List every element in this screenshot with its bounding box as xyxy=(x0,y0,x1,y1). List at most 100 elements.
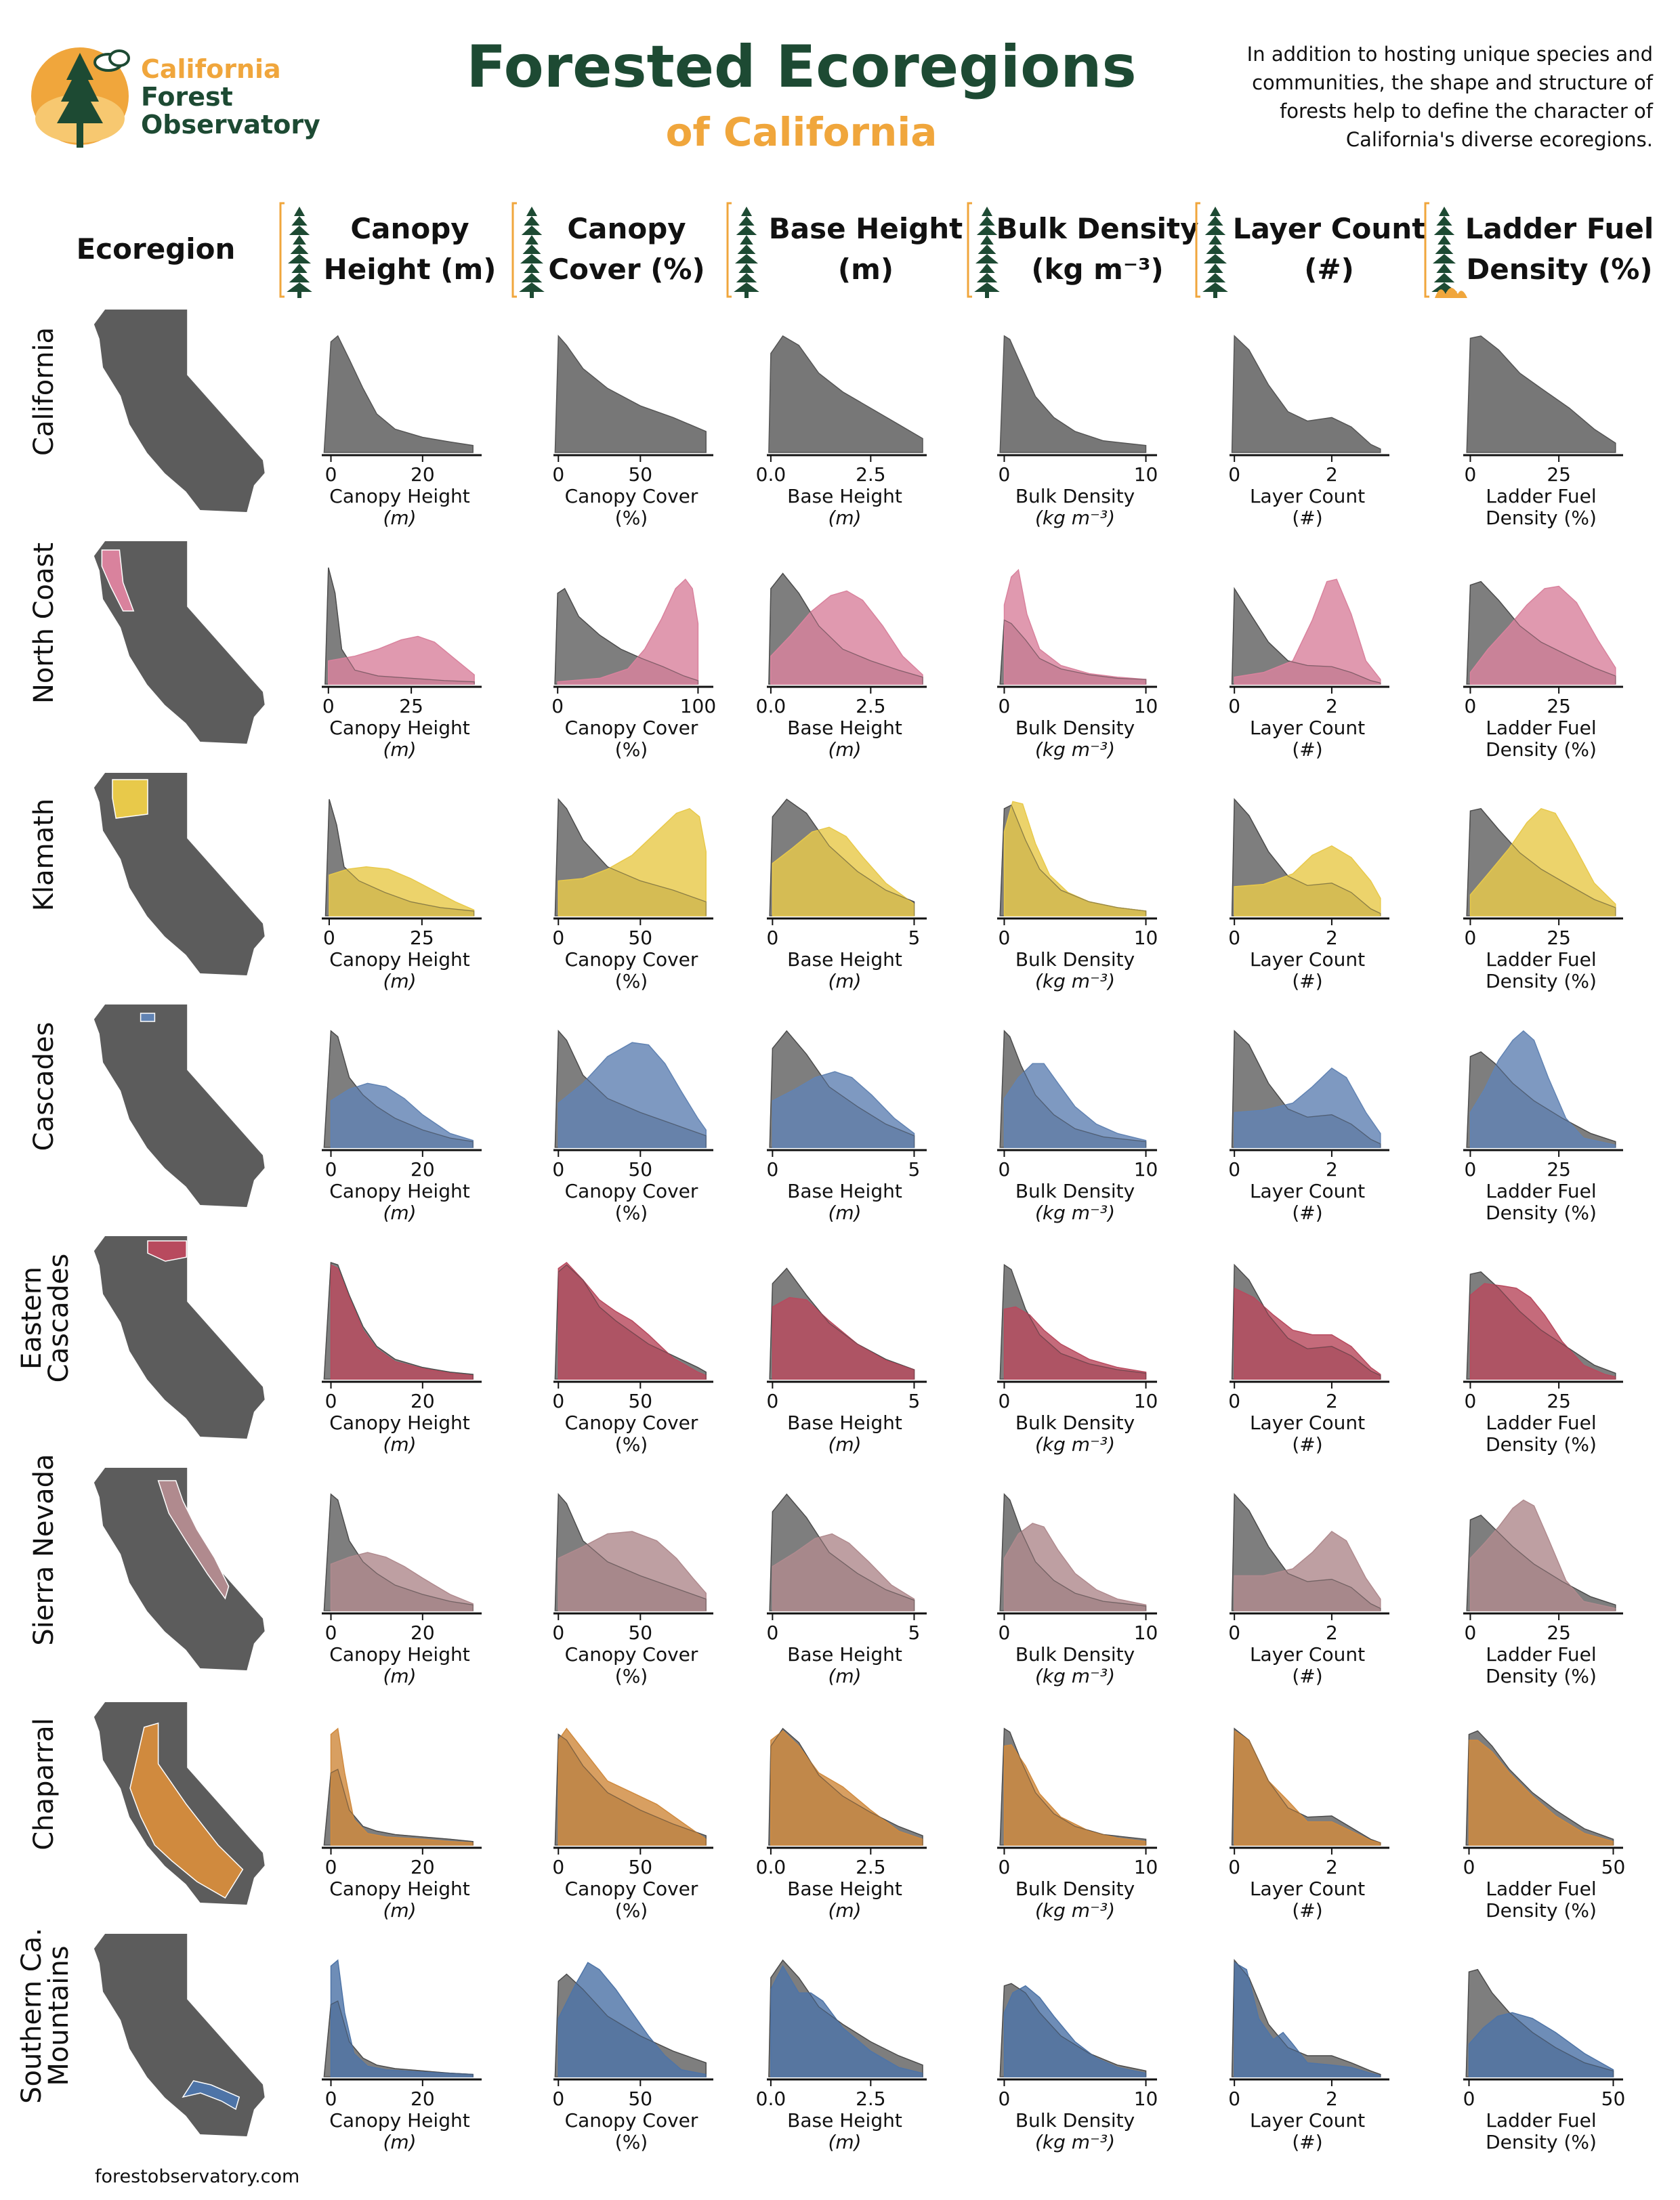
x-axis-label: Canopy Cover xyxy=(565,1180,698,1202)
x-tick-label: 0 xyxy=(999,1856,1011,1878)
column-headers: Ecoregion Canopy Height (m) Canopy Cover (%… xyxy=(77,202,1654,298)
x-axis-label: Canopy Cover xyxy=(565,485,698,507)
page-title: Forested Ecoregions xyxy=(466,33,1136,101)
x-axis-unit: (%) xyxy=(615,2131,648,2153)
ecoregion-density-area xyxy=(772,1296,915,1380)
x-tick-label: 0 xyxy=(325,1856,337,1878)
density-panel: 0 5 Base Height(m) xyxy=(766,1030,927,1224)
x-tick-label: 0 xyxy=(1228,1158,1240,1181)
x-tick-label: 25 xyxy=(1547,1158,1571,1181)
intro-line: communities, the shape and structure of xyxy=(1252,71,1654,94)
x-axis-label: Bulk Density xyxy=(1015,1412,1135,1434)
x-axis-label: Canopy Cover xyxy=(565,948,698,971)
x-tick-label: 0.0 xyxy=(756,1856,786,1878)
statewide-density-outline xyxy=(1466,1051,1616,1148)
x-axis-unit: Density (%) xyxy=(1486,1202,1597,1224)
x-tick-label: 0 xyxy=(1228,1622,1240,1644)
statewide-density-outline xyxy=(1466,1515,1616,1611)
metric-header-6: Ladder Fuel Density (%) xyxy=(1424,202,1654,298)
x-axis-unit: Density (%) xyxy=(1486,970,1597,992)
x-axis-unit: (m) xyxy=(828,970,861,992)
california-outline-icon xyxy=(93,1236,265,1439)
statewide-density-outline xyxy=(1466,808,1616,916)
x-axis-label: Bulk Density xyxy=(1015,1180,1135,1202)
x-axis-label: Canopy Cover xyxy=(565,2109,698,2132)
ecoregion-density-area xyxy=(558,1042,707,1148)
brand-line-3: Observatory xyxy=(141,110,320,140)
tall-tree-density-icon xyxy=(967,202,1000,298)
x-tick-label: 5 xyxy=(908,927,921,949)
x-tick-label: 0 xyxy=(1228,2088,1240,2110)
statewide-density-outline xyxy=(999,619,1147,685)
x-axis-label: Canopy Height xyxy=(329,1878,469,1900)
x-axis-unit: (kg m⁻³) xyxy=(1035,1899,1115,1922)
x-axis-label: Canopy Height xyxy=(329,1643,469,1666)
x-axis-unit: (kg m⁻³) xyxy=(1035,1202,1115,1224)
statewide-density-outline xyxy=(768,572,923,685)
x-tick-label: 0 xyxy=(999,1390,1011,1412)
metric-header-line-2: (#) xyxy=(1304,253,1354,286)
x-tick-label: 50 xyxy=(1601,2088,1626,2110)
x-axis-label: Base Height xyxy=(787,485,902,507)
intro-line: California's diverse ecoregions. xyxy=(1346,128,1653,151)
x-axis-label: Layer Count xyxy=(1250,485,1365,507)
ecoregion-density-area xyxy=(1003,1985,1147,2077)
x-tick-label: 0 xyxy=(325,1390,337,1412)
x-axis-label: Layer Count xyxy=(1250,1643,1365,1666)
x-axis-label: Canopy Height xyxy=(329,717,469,739)
x-tick-label: 0 xyxy=(323,927,335,949)
ecoregion-label: North Coast xyxy=(28,543,60,704)
ecoregion-density-area xyxy=(1234,1067,1381,1148)
ecoregion-map xyxy=(93,1236,265,1439)
x-tick-label: 0 xyxy=(1463,2088,1475,2110)
x-tick-label: 10 xyxy=(1134,695,1158,717)
statewide-density-outline xyxy=(324,567,475,685)
x-tick-label: 0 xyxy=(766,927,778,949)
x-axis-unit: (m) xyxy=(383,507,416,529)
x-tick-label: 20 xyxy=(411,1856,435,1878)
x-tick-label: 20 xyxy=(411,1390,435,1412)
x-axis-unit: Density (%) xyxy=(1486,738,1597,761)
x-tick-label: 0 xyxy=(325,1622,337,1644)
x-tick-label: 0 xyxy=(325,463,337,486)
x-axis-label: Base Height xyxy=(787,717,902,739)
ecoregion-map xyxy=(93,773,265,976)
x-tick-label: 2 xyxy=(1326,1622,1338,1644)
statewide-density-outline xyxy=(769,799,915,916)
x-axis-unit: (%) xyxy=(615,970,648,992)
x-tick-label: 0 xyxy=(999,927,1011,949)
ecoregion-density-area xyxy=(1469,1499,1616,1611)
x-axis-unit: (m) xyxy=(828,1899,861,1922)
ecoregion-map xyxy=(93,1934,265,2137)
ecoregion-label: Sierra Nevada xyxy=(28,1454,60,1645)
ecoregion-label: California xyxy=(28,327,60,456)
metric-header-line-2: Cover (%) xyxy=(548,253,705,286)
statewide-density-outline xyxy=(769,1030,915,1148)
metric-header-line-1: Layer Count xyxy=(1233,212,1426,245)
x-tick-label: 2 xyxy=(1326,463,1338,486)
x-axis-label: Layer Count xyxy=(1250,948,1365,971)
x-axis-unit: Density (%) xyxy=(1486,507,1597,529)
x-tick-label: 50 xyxy=(628,463,652,486)
statewide-density-area xyxy=(323,335,474,453)
x-axis-unit: (#) xyxy=(1292,738,1322,761)
x-axis-label: Bulk Density xyxy=(1015,485,1135,507)
x-axis-unit: (#) xyxy=(1292,1665,1322,1687)
footer-url: forestobservatory.com xyxy=(95,2166,299,2187)
density-panel: 0 5 Base Height(m) xyxy=(766,1267,927,1456)
x-tick-label: 10 xyxy=(1134,1158,1158,1181)
x-axis-label: Base Height xyxy=(787,948,902,971)
x-tick-label: 0 xyxy=(552,2088,564,2110)
statewide-density-outline xyxy=(769,1267,915,1380)
